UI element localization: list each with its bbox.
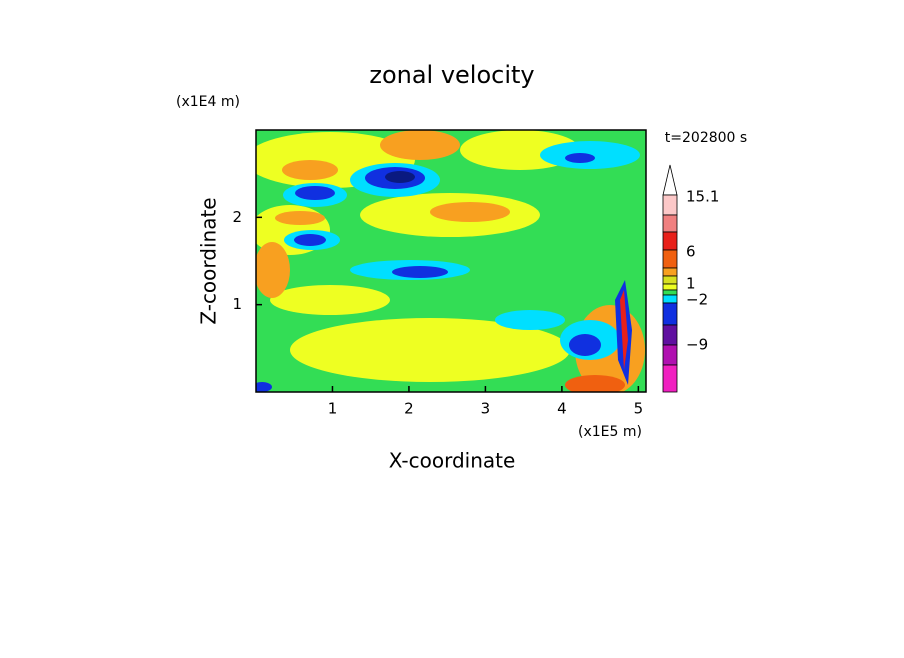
- colorbar-label: −2: [686, 291, 708, 309]
- x-axis-label: X-coordinate: [389, 449, 516, 473]
- contour-field: [256, 130, 646, 392]
- x-tick-label: 4: [557, 400, 567, 418]
- colorbar: [662, 164, 678, 393]
- plot-frame: [255, 129, 647, 393]
- colorbar-label: −9: [686, 336, 708, 354]
- time-label: t=202800 s: [665, 130, 747, 146]
- colorbar-label: 15.1: [686, 188, 719, 206]
- colorbar-label: 1: [686, 275, 696, 293]
- y-unit-label: (x1E4 m): [176, 94, 240, 110]
- x-tick-label: 1: [328, 400, 338, 418]
- y-axis-label: Z-coordinate: [197, 197, 221, 324]
- x-tick-label: 5: [634, 400, 644, 418]
- chart-title: zonal velocity: [369, 61, 534, 89]
- x-tick-label: 3: [481, 400, 491, 418]
- y-tick-label: 2: [232, 208, 242, 226]
- y-tick-label: 1: [232, 295, 242, 313]
- x-tick-label: 2: [404, 400, 414, 418]
- x-unit-label: (x1E5 m): [578, 424, 642, 440]
- colorbar-label: 6: [686, 243, 696, 261]
